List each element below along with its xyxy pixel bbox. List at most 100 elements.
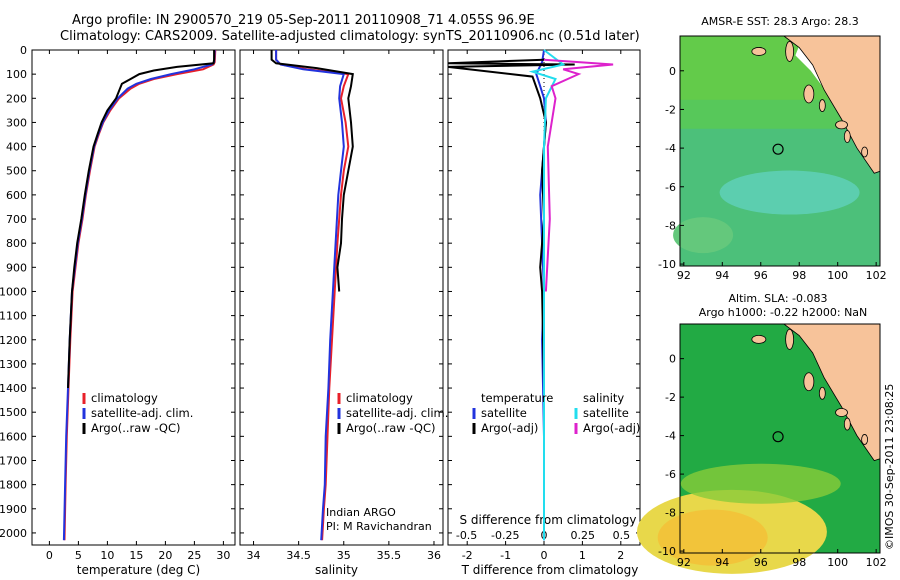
sla-peak-region bbox=[657, 509, 768, 566]
depth-tick-label: 300 bbox=[6, 116, 27, 129]
sla-mid-region bbox=[680, 463, 841, 504]
sst-map-lon-tick-label: 98 bbox=[792, 269, 806, 282]
tdiff-axis-tick-label: 1 bbox=[579, 549, 586, 562]
diff-legend-label: Argo(-adj) bbox=[583, 421, 640, 435]
tdiff-axis-tick-label: 2 bbox=[617, 549, 624, 562]
s-argo-diff-line bbox=[543, 58, 614, 292]
temperature-satellite-adj-line bbox=[62, 49, 216, 541]
salinity-panel-frame bbox=[239, 49, 444, 546]
legend-label: Argo(..raw -QC) bbox=[91, 421, 181, 435]
temperature-axis-label: temperature (deg C) bbox=[77, 563, 200, 577]
sla-map-lat-tick-label: 0 bbox=[669, 353, 676, 366]
sst-map-island bbox=[835, 120, 848, 130]
temperature-axis-tick-label: 10 bbox=[100, 549, 114, 562]
sst-patch bbox=[673, 217, 734, 254]
sdiff-tick-label: -0.5 bbox=[456, 529, 477, 542]
depth-tick-label: 100 bbox=[6, 68, 27, 81]
diff-legend-label: satellite bbox=[481, 406, 527, 420]
sdiff-tick-label: 0.5 bbox=[613, 529, 631, 542]
figure-title-line1: Argo profile: IN 2900570_219 05-Sep-2011… bbox=[72, 13, 535, 28]
sla-map-lon-tick-label: 98 bbox=[792, 556, 806, 569]
salinity-argo-line bbox=[270, 50, 354, 292]
sla-map-island bbox=[861, 434, 869, 445]
sla-map-lon-tick-label: 102 bbox=[866, 556, 887, 569]
depth-tick-label: 800 bbox=[6, 237, 27, 250]
legend-label: satellite-adj. clim. bbox=[91, 406, 193, 420]
sla-map-title-line2: Argo h1000: -0.22 h2000: NaN bbox=[699, 306, 868, 319]
depth-tick-label: 1600 bbox=[0, 430, 27, 443]
sla-map-island bbox=[803, 372, 815, 392]
t-argo-diff-line bbox=[447, 58, 575, 389]
sst-map-island bbox=[785, 41, 795, 62]
sla-map-lat-tick-label: -10 bbox=[658, 545, 676, 558]
sla-map-title-line1: Altim. SLA: -0.083 bbox=[728, 292, 827, 305]
sst-map-argo-location-marker bbox=[772, 143, 784, 155]
tdiff-axis-label: T difference from climatology bbox=[461, 563, 639, 577]
figure-title-line2: Climatology: CARS2009. Satellite-adjuste… bbox=[60, 29, 640, 44]
sla-map-lat-tick-label: -4 bbox=[665, 430, 676, 443]
sst-map-island bbox=[751, 47, 767, 56]
temperature-axis-tick-label: 25 bbox=[187, 549, 201, 562]
legend-label: climatology bbox=[91, 391, 158, 405]
depth-tick-label: 400 bbox=[6, 141, 27, 154]
diff-legend-label: satellite bbox=[583, 406, 629, 420]
depth-tick-label: 500 bbox=[6, 165, 27, 178]
sla-map-lat-tick-label: -8 bbox=[665, 507, 676, 520]
temperature-axis-tick-label: 0 bbox=[46, 549, 53, 562]
sdiff-tick-label: 0.25 bbox=[570, 529, 595, 542]
depth-tick-label: 1200 bbox=[0, 334, 27, 347]
sla-map-island bbox=[843, 417, 851, 431]
depth-tick-label: 1400 bbox=[0, 382, 27, 395]
sdiff-axis-label: S difference from climatology bbox=[460, 513, 637, 527]
depth-tick-label: 1500 bbox=[0, 406, 27, 419]
depth-tick-label: 1700 bbox=[0, 454, 27, 467]
sdiff-tick-label: -0.25 bbox=[491, 529, 519, 542]
sst-map-lat-tick-label: -6 bbox=[665, 181, 676, 194]
depth-tick-label: 1800 bbox=[0, 479, 27, 492]
sst-map-lat-tick-label: -8 bbox=[665, 219, 676, 232]
sla-map-lon-tick-label: 96 bbox=[754, 556, 768, 569]
sst-map-lon-tick-label: 94 bbox=[715, 269, 729, 282]
temperature-argo-line bbox=[67, 50, 216, 389]
sst-cyan-patch bbox=[719, 170, 860, 215]
sla-map-island bbox=[835, 408, 848, 417]
depth-tick-label: 1000 bbox=[0, 285, 27, 298]
sla-map-island bbox=[785, 328, 795, 350]
tdiff-axis-tick-label: -2 bbox=[462, 549, 473, 562]
sst-map-lat-tick-label: 0 bbox=[669, 65, 676, 78]
temperature-axis-tick-label: 30 bbox=[216, 549, 230, 562]
legend-label: satellite-adj. clim. bbox=[346, 406, 448, 420]
sst-map-title: AMSR-E SST: 28.3 Argo: 28.3 bbox=[701, 15, 859, 28]
legend-label: Argo(..raw -QC) bbox=[346, 421, 436, 435]
temperature-climatology-line bbox=[63, 49, 217, 541]
sst-map-lon-tick-label: 100 bbox=[827, 269, 848, 282]
diff-legend-salinity-heading: salinity bbox=[583, 391, 624, 405]
diff-legend-label: Argo(-adj) bbox=[481, 421, 538, 435]
sla-map-argo-location-marker bbox=[772, 431, 784, 443]
salinity-note-institution: Indian ARGO bbox=[326, 506, 396, 519]
sst-map-lat-tick-label: -4 bbox=[665, 142, 676, 155]
tdiff-axis-tick-label: -1 bbox=[500, 549, 511, 562]
salinity-axis-tick-label: 36 bbox=[427, 549, 441, 562]
salinity-axis-label: salinity bbox=[315, 563, 358, 577]
sst-map-island bbox=[861, 146, 869, 158]
depth-tick-label: 200 bbox=[6, 92, 27, 105]
sst-map-island bbox=[843, 130, 851, 143]
s-satellite-diff-line bbox=[528, 49, 566, 541]
depth-tick-label: 600 bbox=[6, 189, 27, 202]
sst-map-frame bbox=[679, 35, 881, 267]
depth-tick-label: 2000 bbox=[0, 527, 27, 540]
temperature-axis-tick-label: 5 bbox=[75, 549, 82, 562]
salinity-axis-tick-label: 34 bbox=[247, 549, 261, 562]
salinity-climatology-line bbox=[275, 50, 350, 541]
sst-map-island bbox=[818, 99, 826, 112]
sst-map-lon-tick-label: 92 bbox=[677, 269, 691, 282]
depth-tick-label: 0 bbox=[20, 44, 27, 57]
sst-map-island bbox=[803, 84, 815, 104]
sla-map-lon-tick-label: 100 bbox=[827, 556, 848, 569]
depth-tick-label: 900 bbox=[6, 261, 27, 274]
depth-tick-label: 1100 bbox=[0, 310, 27, 323]
sst-map-lat-tick-label: -10 bbox=[658, 258, 676, 271]
depth-tick-label: 1300 bbox=[0, 358, 27, 371]
